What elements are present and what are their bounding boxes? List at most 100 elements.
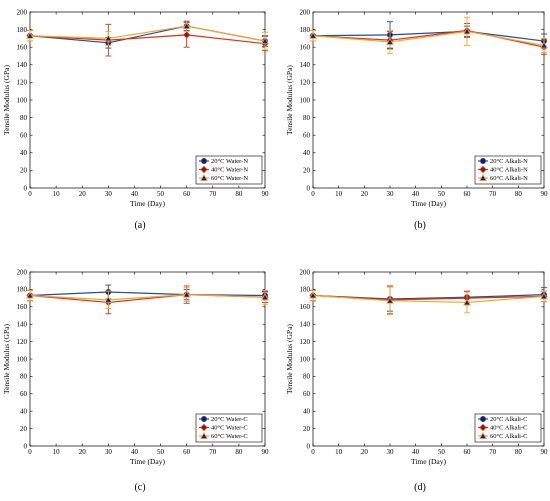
y-axis-label: Tensile Modulus (GPa) xyxy=(2,65,11,135)
data-point xyxy=(386,296,394,304)
data-point xyxy=(540,41,548,49)
x-tick-label: 30 xyxy=(387,448,395,456)
y-tick-label: 20 xyxy=(303,425,311,433)
y-tick-label: 100 xyxy=(17,96,28,104)
y-tick-label: 140 xyxy=(17,61,28,69)
legend-label: 40°C Water-C xyxy=(211,425,248,432)
x-tick-label: 90 xyxy=(262,190,270,198)
y-tick-label: 120 xyxy=(300,338,311,346)
data-point xyxy=(261,37,269,44)
legend-swatch-marker xyxy=(200,423,208,432)
legend-swatch-marker xyxy=(200,415,207,422)
y-tick-label: 0 xyxy=(24,184,28,192)
x-tick-label: 60 xyxy=(183,190,191,198)
y-tick-label: 120 xyxy=(300,79,311,87)
x-tick-label: 70 xyxy=(209,448,217,456)
y-tick-label: 60 xyxy=(303,132,311,140)
data-point xyxy=(540,292,548,300)
x-tick-label: 60 xyxy=(183,448,191,456)
x-tick-label: 90 xyxy=(541,190,549,198)
legend-swatch-marker xyxy=(200,165,208,174)
x-tick-label: 50 xyxy=(157,448,165,456)
x-tick-label: 10 xyxy=(335,448,343,456)
x-tick-label: 10 xyxy=(53,448,61,456)
data-point xyxy=(309,291,317,299)
series-3 xyxy=(309,16,548,54)
legend-swatch-marker xyxy=(479,431,487,439)
data-point xyxy=(261,293,269,301)
data-point xyxy=(104,295,113,303)
y-tick-label: 0 xyxy=(307,442,311,450)
y-tick-label: 140 xyxy=(17,321,28,329)
y-tick-label: 80 xyxy=(303,373,311,381)
legend-swatch-marker xyxy=(200,157,207,164)
chart-panel-2: 0 10 20 30 40 50 60 70 80 90 0 20 40 60 80 100 120 140 160… xyxy=(285,8,548,231)
x-tick-label: 60 xyxy=(464,448,472,456)
series-line xyxy=(29,25,266,42)
y-tick-label: 100 xyxy=(17,355,28,363)
series-2 xyxy=(309,285,548,315)
chart-panel-1: 0 10 20 30 40 50 60 70 80 90 0 20 40 60 80 100 120 140 160… xyxy=(2,8,269,231)
data-point xyxy=(183,31,191,39)
x-tick-label: 0 xyxy=(28,190,32,198)
x-tick-label: 80 xyxy=(235,190,243,198)
y-tick-label: 160 xyxy=(17,44,28,52)
x-tick-label: 20 xyxy=(79,448,87,456)
legend-swatch-marker xyxy=(479,423,487,432)
data-point xyxy=(463,27,471,35)
legend-label: 20°C Water-N xyxy=(211,158,248,165)
legend-swatch-marker xyxy=(200,431,208,439)
x-tick-label: 30 xyxy=(105,448,113,456)
y-axis-label: Tensile Modulus (GPa) xyxy=(2,324,11,394)
legend-swatch-marker xyxy=(479,165,487,174)
x-axis-label: Time (Day) xyxy=(411,199,446,208)
y-tick-label: 180 xyxy=(17,26,28,34)
legend: 20°C Alkali-N 40°C Alkali-N60°C Alkali-N xyxy=(474,155,542,185)
x-tick-label: 20 xyxy=(361,448,369,456)
x-tick-label: 40 xyxy=(131,190,139,198)
y-tick-label: 160 xyxy=(17,303,28,311)
legend: 20°C Water-N 40°C Water-N60°C Water-N xyxy=(195,155,263,185)
y-tick-label: 200 xyxy=(17,268,28,276)
legend: 20°C Water-C 40°C Water-C60°C Water-C xyxy=(195,413,263,443)
x-tick-label: 40 xyxy=(131,448,139,456)
y-tick-label: 160 xyxy=(300,44,311,52)
y-tick-label: 100 xyxy=(300,355,311,363)
panel-caption: (c) xyxy=(134,482,145,493)
series-2 xyxy=(26,285,269,315)
x-tick-label: 40 xyxy=(412,448,420,456)
legend-label: 20°C Alkali-N xyxy=(490,158,528,165)
x-tick-label: 20 xyxy=(361,190,369,198)
y-tick-label: 40 xyxy=(303,149,311,157)
series-line xyxy=(312,30,545,42)
legend-swatch-marker xyxy=(479,173,487,181)
legend-label: 20°C Water-C xyxy=(211,416,248,423)
x-tick-label: 80 xyxy=(235,448,243,456)
y-tick-label: 0 xyxy=(24,442,28,450)
y-tick-label: 80 xyxy=(20,114,28,122)
x-tick-label: 70 xyxy=(489,448,497,456)
y-tick-label: 140 xyxy=(300,61,311,69)
x-tick-label: 90 xyxy=(262,448,270,456)
y-tick-label: 80 xyxy=(20,373,28,381)
y-tick-label: 120 xyxy=(17,338,28,346)
panel-caption: (a) xyxy=(134,220,145,231)
y-tick-label: 40 xyxy=(20,408,28,416)
x-axis-label: Time (Day) xyxy=(130,199,165,208)
y-tick-label: 140 xyxy=(300,321,311,329)
y-tick-label: 40 xyxy=(303,408,311,416)
data-point xyxy=(182,290,191,298)
legend-label: 60°C Water-N xyxy=(211,175,248,182)
panel-caption: (d) xyxy=(414,482,426,493)
x-tick-label: 70 xyxy=(489,190,497,198)
legend-label: 40°C Water-N xyxy=(211,167,248,174)
legend-label: 60°C Alkali-C xyxy=(490,433,527,440)
y-tick-label: 200 xyxy=(300,268,311,276)
series-line xyxy=(312,294,545,304)
series-line xyxy=(312,30,545,47)
x-tick-label: 30 xyxy=(387,190,395,198)
y-axis-label: Tensile Modulus (GPa) xyxy=(285,324,294,394)
x-tick-label: 90 xyxy=(541,448,549,456)
legend-label: 60°C Water-C xyxy=(211,433,248,440)
